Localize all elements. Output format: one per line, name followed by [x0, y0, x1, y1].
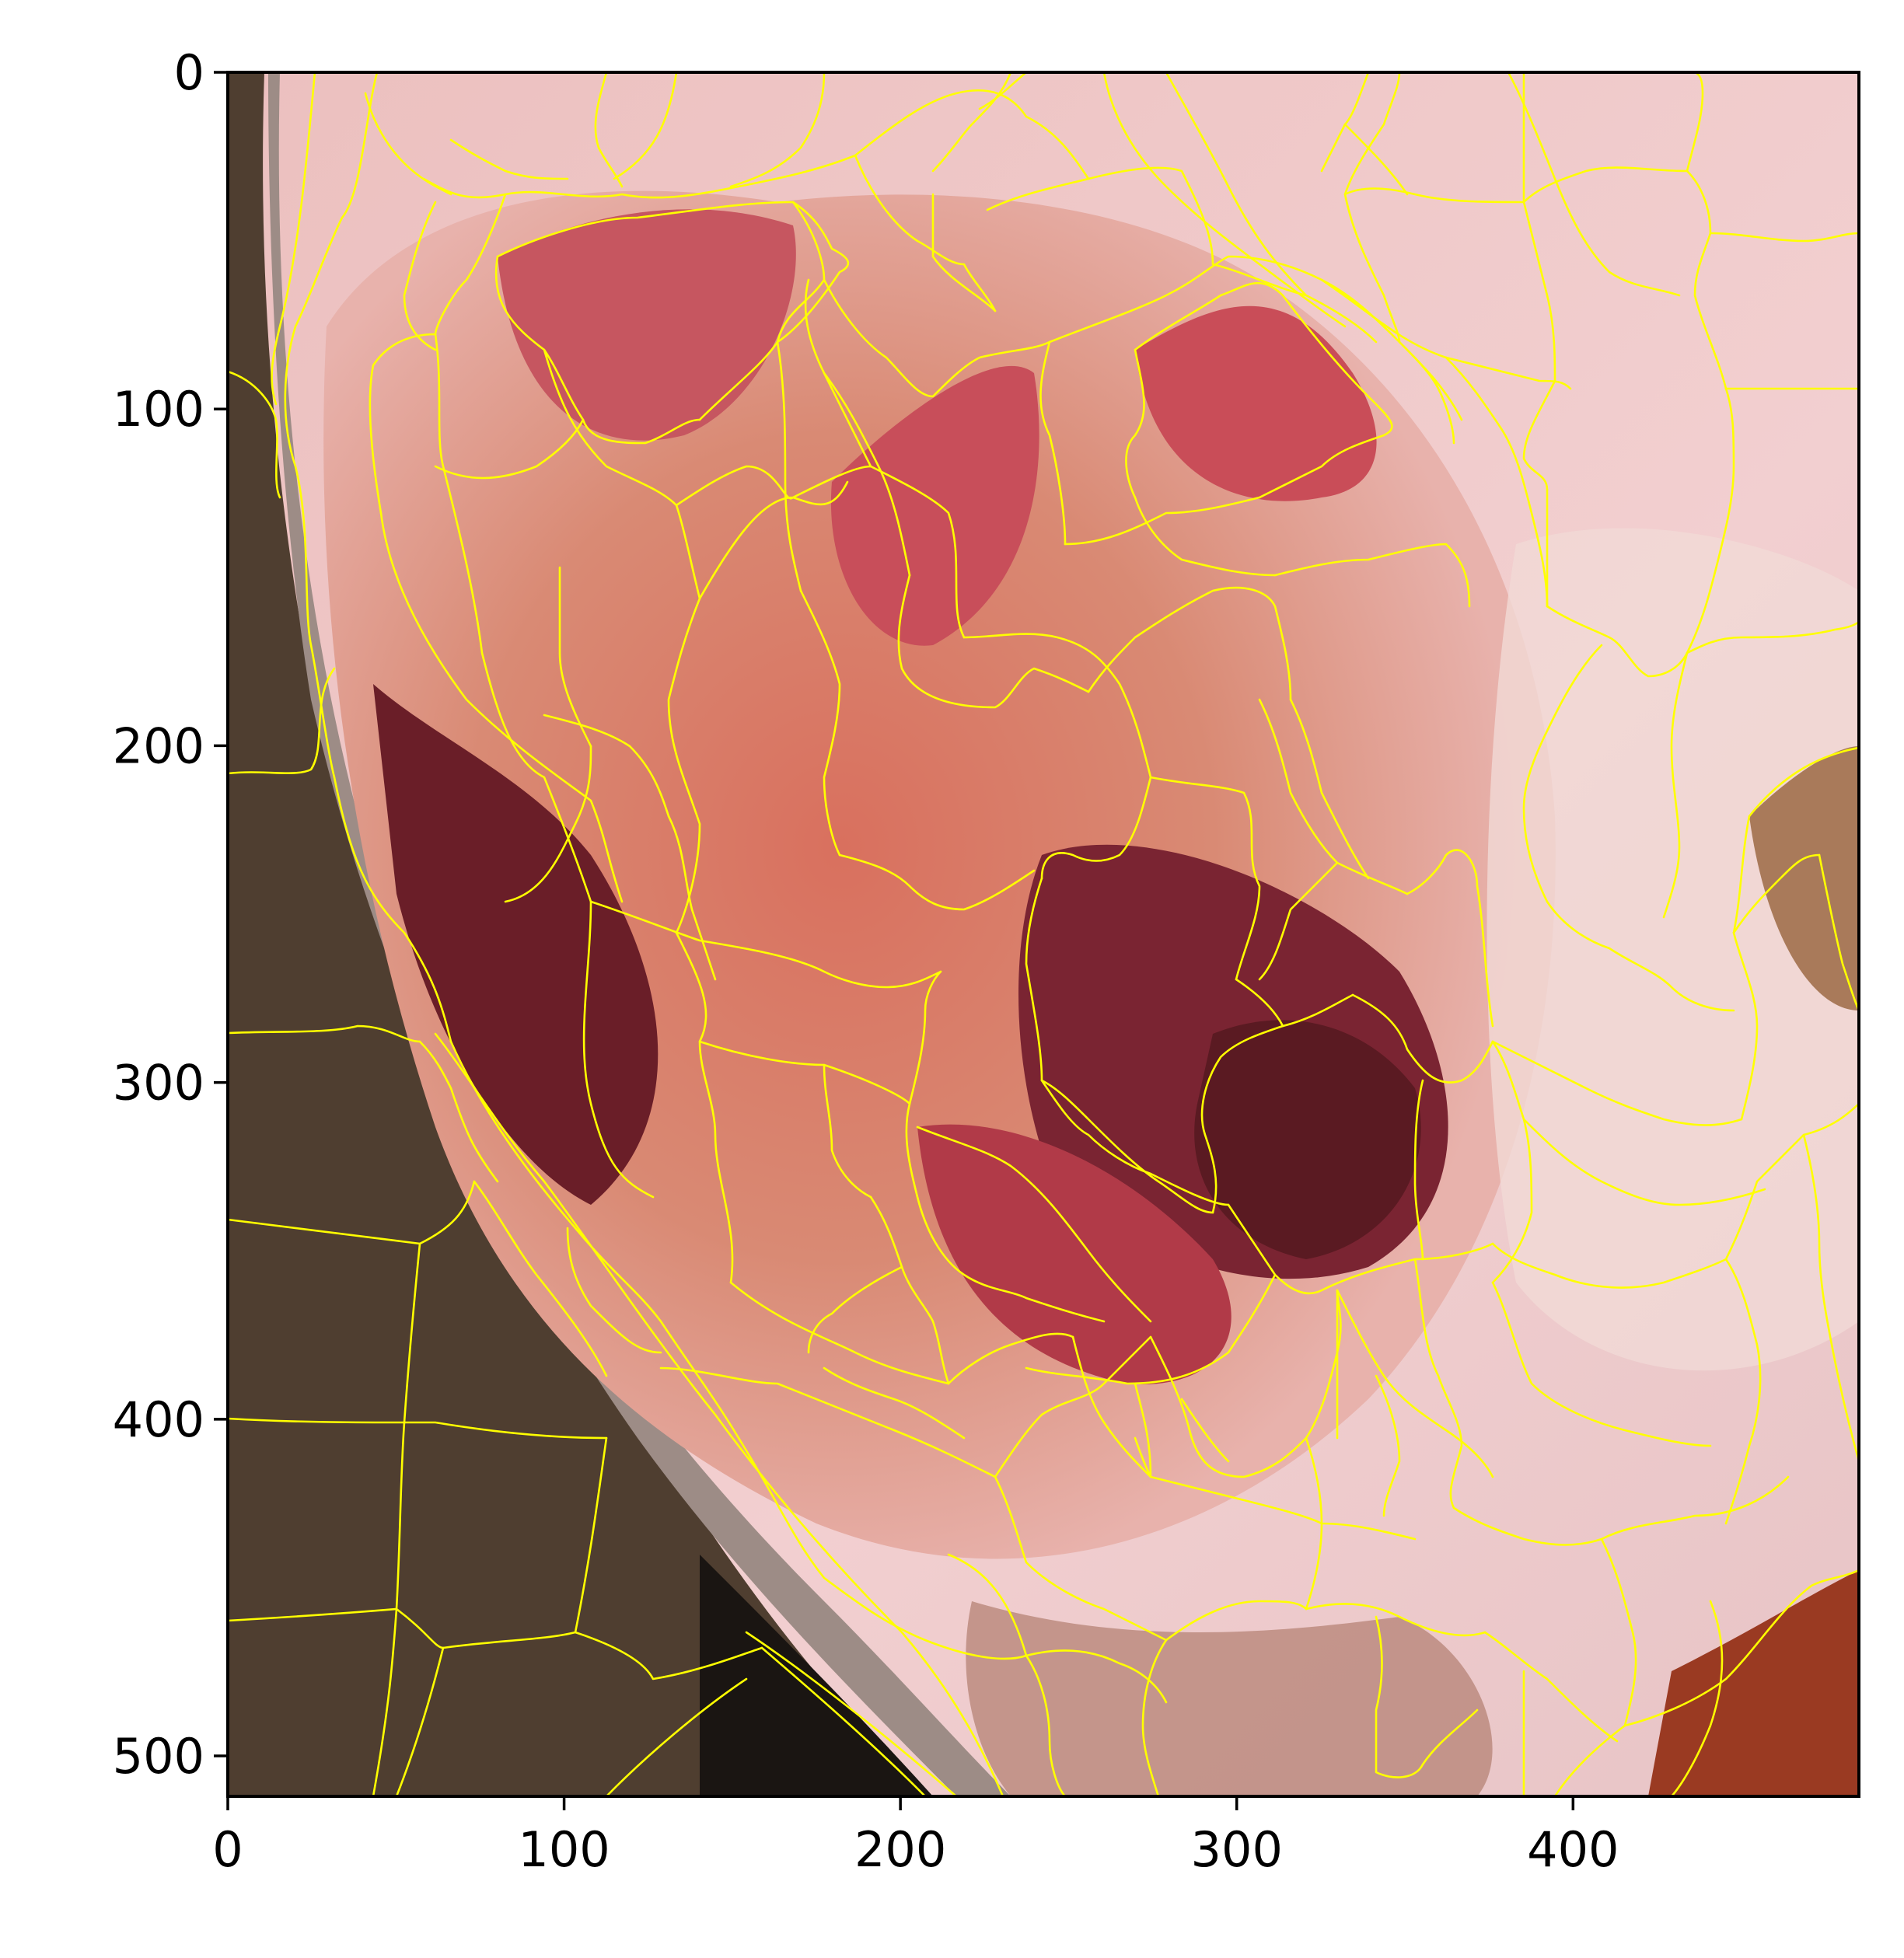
- y-tick-label: 500: [113, 1728, 204, 1785]
- lesion-red-upper: [498, 209, 796, 441]
- segment-boundaries: [228, 72, 1859, 1796]
- y-tick-label: 100: [113, 381, 204, 438]
- x-axis: 0 100 200 300 400: [212, 1796, 1619, 1878]
- x-tick-label: 200: [854, 1821, 946, 1878]
- axes-frame: [226, 71, 1860, 1798]
- shadow-region: [700, 1555, 933, 1796]
- lesion-red-upper-middle: [830, 365, 1039, 646]
- y-tick-label: 300: [113, 1055, 204, 1112]
- lesion-red-upper-right: [1135, 305, 1377, 501]
- dark-background-region: [228, 72, 933, 1796]
- y-axis: 0 100 200 300 400 500: [113, 44, 228, 1785]
- x-tick-label: 0: [212, 1821, 243, 1878]
- brown-right-edge: [1749, 746, 1859, 1010]
- x-tick-label: 300: [1191, 1821, 1283, 1878]
- y-tick-label: 400: [113, 1391, 204, 1448]
- tan-bottom-region: [966, 1601, 1493, 1796]
- brown-bottom-right: [1648, 1570, 1859, 1796]
- y-tick-label: 0: [174, 44, 204, 101]
- x-tick-label: 100: [518, 1821, 610, 1878]
- skin-right-light: [1487, 528, 1859, 1371]
- y-tick-label: 200: [113, 717, 204, 774]
- x-tick-label: 400: [1527, 1821, 1619, 1878]
- photo-area: [228, 72, 1859, 1796]
- lesion-darkest-core: [1194, 1020, 1421, 1259]
- lesion-red-lower: [917, 1124, 1231, 1384]
